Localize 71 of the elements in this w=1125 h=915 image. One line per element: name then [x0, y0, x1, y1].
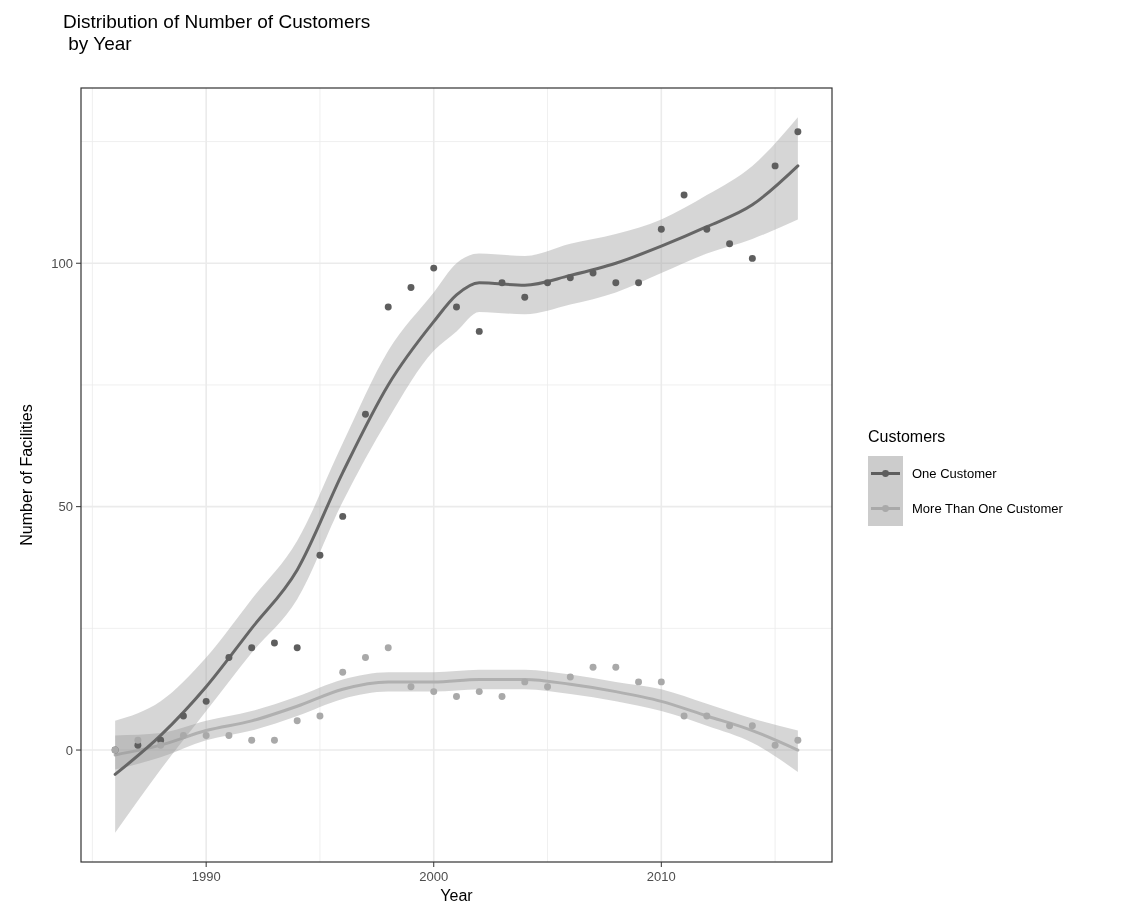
point — [498, 693, 506, 700]
point — [430, 688, 438, 696]
point — [612, 279, 620, 287]
point — [339, 668, 347, 676]
point — [635, 678, 643, 686]
point — [566, 673, 574, 681]
point — [748, 254, 756, 262]
line-series — [113, 677, 800, 757]
point — [680, 712, 688, 720]
point — [703, 225, 711, 233]
y-tick-label: 50 — [58, 499, 73, 515]
point — [361, 410, 369, 418]
point — [453, 693, 460, 700]
point — [202, 731, 210, 739]
point — [794, 128, 802, 136]
point — [339, 512, 347, 520]
point — [316, 712, 324, 720]
point — [430, 264, 438, 272]
point — [726, 240, 734, 248]
point — [157, 741, 165, 749]
point — [270, 639, 278, 647]
point — [544, 279, 552, 287]
x-tick-label: 2000 — [419, 869, 449, 884]
point — [248, 644, 256, 652]
point — [384, 644, 392, 652]
point — [407, 284, 415, 292]
point — [566, 274, 574, 282]
point — [248, 736, 256, 744]
point — [384, 303, 392, 311]
point — [703, 712, 711, 720]
point — [225, 654, 233, 662]
point — [293, 717, 301, 725]
point — [657, 225, 665, 233]
x-tick-label: 1990 — [191, 869, 221, 884]
point — [134, 736, 142, 744]
y-axis-title: Number of Facilities — [18, 404, 35, 546]
point — [726, 722, 734, 730]
point — [748, 722, 756, 730]
point — [771, 741, 779, 749]
point — [612, 663, 620, 671]
point — [475, 688, 483, 696]
point — [179, 712, 187, 720]
point — [407, 683, 415, 691]
point — [635, 279, 643, 287]
point — [361, 654, 369, 662]
legend-label: One Customer — [912, 466, 998, 481]
point — [498, 279, 506, 287]
point — [225, 731, 233, 739]
point — [521, 293, 529, 301]
point — [179, 731, 187, 739]
point — [657, 678, 665, 686]
legend-label: More Than One Customer — [912, 501, 1064, 516]
x-tick-label: 2010 — [646, 869, 676, 884]
point — [316, 551, 324, 559]
point — [521, 678, 529, 686]
chart-title: Distribution of Number of Customers by Year — [63, 11, 371, 54]
legend-title: Customers — [868, 428, 946, 445]
point — [589, 663, 597, 671]
y-tick-label: 0 — [65, 742, 73, 758]
point — [589, 269, 597, 277]
x-axis-title: Year — [440, 887, 474, 904]
point — [293, 644, 301, 652]
point — [453, 303, 460, 311]
point — [475, 327, 483, 335]
point — [544, 683, 552, 691]
point — [270, 736, 278, 744]
point — [680, 191, 688, 199]
y-tick-label: 100 — [51, 255, 73, 271]
point — [794, 736, 802, 744]
point — [771, 162, 779, 170]
point — [202, 697, 210, 705]
